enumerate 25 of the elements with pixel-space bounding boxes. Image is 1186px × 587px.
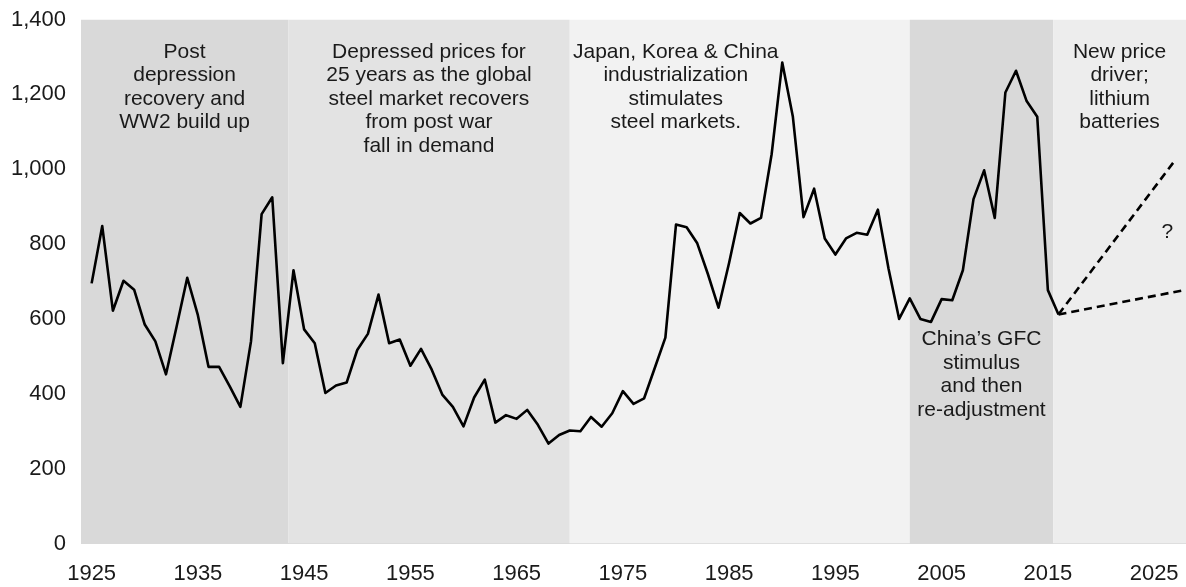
y-tick-label: 1,000 (10, 155, 66, 181)
band-label: Japan, Korea & China industrialization stimulates steel markets. (573, 39, 779, 133)
x-tick-label: 1985 (704, 559, 754, 585)
band-label: China’s GFC stimulus and then re-adjustment (917, 326, 1046, 420)
y-tick-label: 1,400 (10, 5, 66, 31)
band-label: Post depression recovery and WW2 build up (119, 39, 250, 133)
y-tick-label: 1,200 (10, 80, 66, 106)
x-tick-label: 1945 (279, 559, 329, 585)
y-tick-label: 200 (29, 454, 66, 480)
annotation: ? (1161, 218, 1174, 242)
x-tick-label: 2005 (917, 559, 967, 585)
x-tick-label: 1975 (598, 559, 648, 585)
y-tick-label: 400 (29, 379, 66, 405)
x-tick-label: 1995 (810, 559, 860, 585)
band-label: New price driver; lithium batteries (1072, 39, 1167, 133)
y-tick-label: 600 (29, 304, 66, 330)
y-tick-label: 0 (53, 529, 66, 555)
x-tick-label: 1965 (492, 559, 542, 585)
y-tick-label: 800 (29, 230, 66, 256)
band-label: Depressed prices for 25 years as the global steel market recovers from post war fall in demand (326, 39, 532, 156)
x-tick-label: 1925 (67, 559, 117, 585)
x-tick-label: 1955 (385, 559, 435, 585)
x-tick-label: 2025 (1129, 559, 1179, 585)
x-tick-label: 2015 (1023, 559, 1073, 585)
x-tick-label: 1935 (173, 559, 223, 585)
